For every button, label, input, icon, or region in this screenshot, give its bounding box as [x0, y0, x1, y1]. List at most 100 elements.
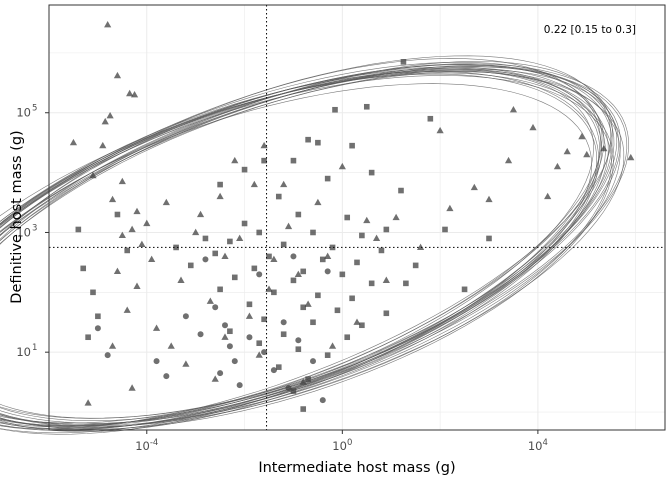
square-point: [378, 247, 385, 254]
triangle-point: [196, 210, 205, 218]
square-point: [256, 229, 263, 236]
bootstrap-ellipse: [0, 61, 613, 430]
circle-point: [104, 352, 111, 359]
triangle-point: [69, 138, 78, 146]
triangle-point: [106, 111, 114, 119]
bootstrap-ellipse: [0, 63, 630, 430]
circle-point: [182, 313, 189, 320]
triangle-point: [128, 384, 136, 391]
square-point: [90, 289, 96, 296]
circle-point: [261, 349, 268, 356]
triangle-point: [123, 306, 131, 313]
square-point: [251, 265, 258, 272]
square-point: [95, 313, 101, 320]
y-tick-exponent: 1: [32, 343, 37, 353]
triangle-point: [84, 399, 92, 406]
triangle-point: [101, 117, 109, 125]
square-point: [305, 136, 311, 143]
circle-point: [246, 334, 253, 341]
triangle-point: [89, 171, 97, 179]
square-point: [359, 322, 365, 329]
square-point: [427, 115, 434, 122]
triangle-point: [250, 180, 258, 188]
triangle-point: [314, 198, 322, 206]
y-tick-label: 10: [16, 225, 31, 239]
square-point: [227, 328, 233, 335]
y-axis-label: Definitive host mass (g): [9, 130, 25, 303]
square-point: [80, 265, 87, 272]
bootstrap-ellipse: [0, 73, 598, 424]
square-point: [349, 142, 355, 149]
triangle-point: [270, 255, 278, 263]
square-point: [280, 241, 287, 248]
circle-point: [212, 304, 219, 311]
ellipse-layer: [0, 55, 630, 435]
circle-point: [222, 322, 228, 329]
x-axis-label: Intermediate host mass (g): [258, 460, 455, 476]
bootstrap-ellipse: [0, 69, 621, 428]
square-point: [344, 334, 351, 341]
square-point: [85, 334, 91, 341]
bootstrap-ellipse: [0, 65, 628, 427]
square-point: [368, 169, 375, 176]
triangle-point: [192, 228, 200, 236]
bootstrap-ellipse: [0, 83, 592, 419]
panel-border: [48, 4, 666, 431]
circle-point: [163, 373, 170, 380]
square-point: [324, 352, 331, 358]
triangle-point: [392, 213, 400, 221]
circle-point: [153, 358, 160, 365]
triangle-point: [265, 285, 273, 292]
triangle-point: [245, 312, 254, 319]
square-point: [383, 310, 390, 317]
square-point: [315, 139, 321, 146]
triangle-point: [504, 156, 513, 164]
square-point: [275, 193, 282, 200]
y-tick-label: 10: [16, 106, 31, 120]
square-point: [319, 256, 326, 263]
bootstrap-ellipse: [0, 75, 612, 427]
triangle-point: [152, 324, 161, 331]
triangle-point: [304, 300, 312, 307]
triangle-point: [600, 144, 608, 152]
square-point: [486, 235, 492, 242]
triangle-point: [284, 222, 293, 230]
square-point: [290, 277, 297, 284]
triangle-point: [353, 318, 361, 325]
circle-point: [324, 268, 331, 275]
y-tick-exponent: 3: [32, 223, 37, 233]
square-point: [363, 103, 370, 110]
square-point: [187, 262, 194, 269]
triangle-point: [470, 183, 478, 191]
square-point: [246, 301, 253, 308]
square-point: [332, 106, 338, 113]
square-point: [329, 244, 336, 251]
square-point: [305, 376, 311, 382]
circle-point: [236, 382, 243, 389]
circle-point: [319, 397, 326, 404]
triangle-point: [627, 153, 635, 161]
circle-point: [256, 271, 263, 278]
triangle-point: [211, 375, 219, 382]
triangle-point: [182, 360, 190, 367]
square-point: [398, 187, 404, 194]
triangle-point: [162, 198, 170, 206]
triangle-point: [108, 195, 117, 203]
circle-point: [290, 253, 297, 260]
square-point: [231, 274, 238, 281]
square-point: [75, 226, 82, 233]
bootstrap-ellipse: [0, 70, 594, 425]
triangle-point: [436, 126, 444, 134]
square-point: [300, 304, 307, 311]
square-point: [339, 271, 346, 278]
triangle-point: [446, 204, 454, 212]
square-point: [359, 232, 365, 239]
square-point: [324, 175, 331, 182]
y-tick-exponent: 5: [32, 104, 37, 114]
circle-point: [202, 256, 209, 263]
reference-lines: [49, 5, 665, 430]
triangle-point: [108, 342, 117, 349]
square-point: [310, 229, 316, 236]
